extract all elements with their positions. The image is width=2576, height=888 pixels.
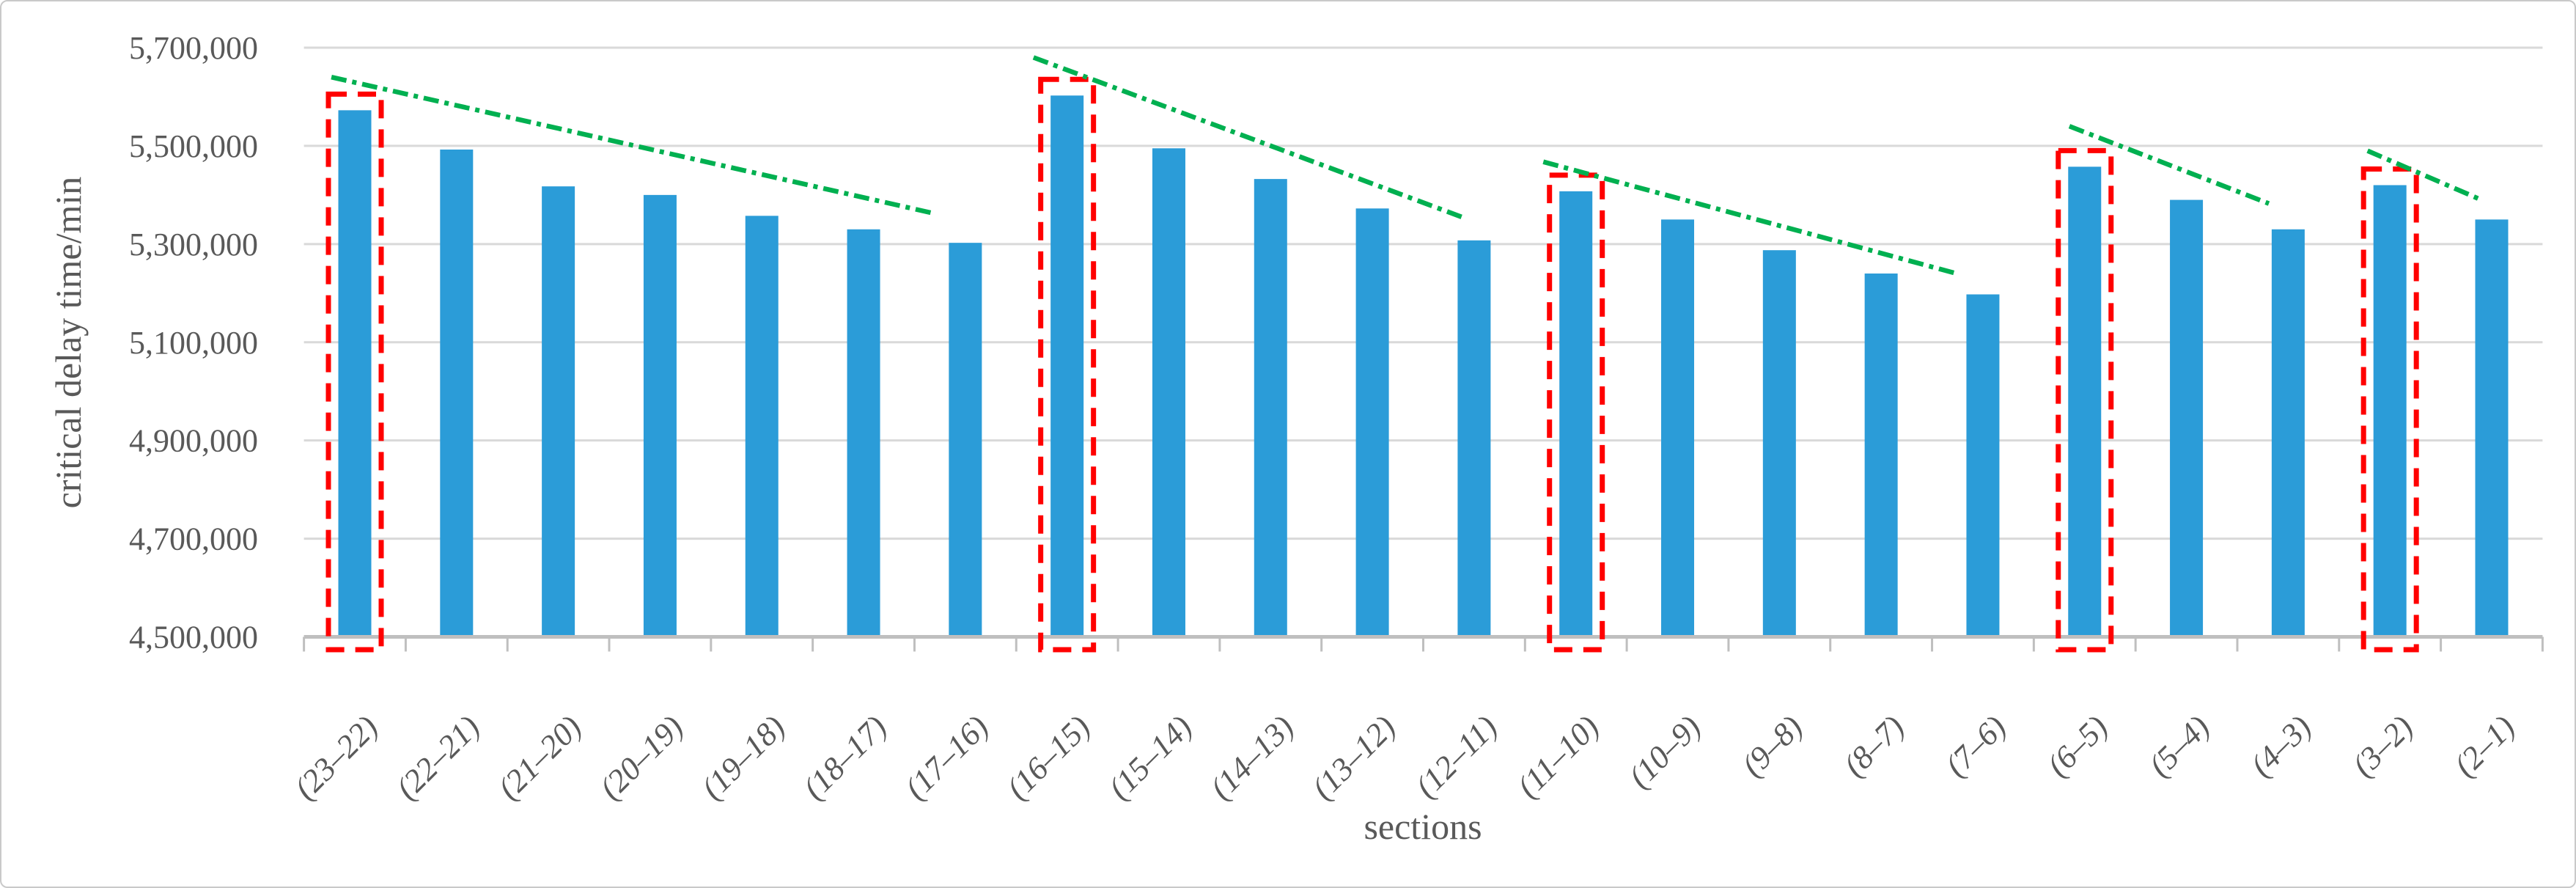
y-axis-title: critical delay time/min bbox=[48, 177, 89, 509]
y-tick-label: 4,700,000 bbox=[129, 521, 258, 557]
trend-line-segment bbox=[331, 75, 935, 216]
x-tick-label: (2–1) bbox=[2447, 708, 2522, 783]
bar-22-21 bbox=[440, 149, 474, 637]
bar-6-5 bbox=[2068, 166, 2102, 637]
y-tick-label: 4,900,000 bbox=[129, 423, 258, 459]
bar-4-3 bbox=[2271, 229, 2305, 637]
bar-21-20 bbox=[542, 186, 575, 637]
y-tick-label: 5,500,000 bbox=[129, 128, 258, 164]
bar-11-10 bbox=[1559, 191, 1593, 637]
bar-15-14 bbox=[1152, 148, 1185, 637]
bar-20-19 bbox=[643, 194, 677, 637]
bar-5-4 bbox=[2170, 199, 2204, 637]
x-tick-label: (23–22) bbox=[287, 708, 385, 806]
x-tick-labels: (23–22) (22–21) (21–20) (20–19) (19–18) (18–1… bbox=[287, 708, 2522, 806]
highlight-boxes bbox=[325, 76, 2419, 653]
highlight-box bbox=[2056, 147, 2114, 653]
bar-23-22 bbox=[338, 110, 372, 637]
x-tick-label: (20–19) bbox=[592, 708, 690, 806]
y-tick-label: 5,700,000 bbox=[129, 30, 258, 66]
bar-2-1 bbox=[2475, 219, 2509, 637]
x-tick-label: (7–6) bbox=[1938, 708, 2013, 783]
bars-group bbox=[338, 95, 2509, 637]
x-tick-label: (16–15) bbox=[1000, 708, 1097, 806]
bar-17-16 bbox=[949, 243, 982, 637]
bar-7-6 bbox=[1966, 294, 2000, 637]
x-tick-label: (9–8) bbox=[1734, 708, 1809, 783]
bar-8-7 bbox=[1864, 274, 1898, 637]
highlight-box bbox=[2360, 166, 2419, 653]
gridlines bbox=[303, 46, 2543, 540]
x-tick-label: (19–18) bbox=[694, 708, 792, 806]
bar-13-12 bbox=[1355, 208, 1389, 637]
bar-9-8 bbox=[1762, 250, 1796, 637]
bar-12-11 bbox=[1457, 240, 1491, 637]
x-tick-label: (10–9) bbox=[1622, 708, 1708, 795]
x-axis-title: sections bbox=[1364, 806, 1482, 847]
bar-14-13 bbox=[1254, 179, 1287, 637]
y-tick-label: 5,300,000 bbox=[129, 227, 258, 263]
bar-19-18 bbox=[745, 216, 779, 637]
bar-10-9 bbox=[1661, 219, 1695, 637]
trend-line-segment bbox=[1032, 55, 1463, 220]
x-tick-label: (11–10) bbox=[1510, 708, 1606, 804]
highlight-box bbox=[325, 91, 384, 653]
x-tick-label: (3–2) bbox=[2345, 708, 2420, 783]
x-tick-label: (12–11) bbox=[1408, 708, 1504, 804]
x-tick-label: (6–5) bbox=[2040, 708, 2115, 783]
y-tick-label: 4,500,000 bbox=[129, 620, 258, 656]
x-tick-label: (21–20) bbox=[491, 708, 589, 806]
highlight-box bbox=[1038, 76, 1097, 653]
x-tick-label: (5–4) bbox=[2142, 708, 2217, 783]
trend-lines bbox=[331, 55, 2480, 276]
x-tick-label: (13–12) bbox=[1305, 708, 1402, 806]
trend-line-segment bbox=[2366, 148, 2480, 201]
bar-3-2 bbox=[2373, 185, 2407, 637]
x-tick-label: (8–7) bbox=[1836, 708, 1911, 783]
x-tick-label: (22–21) bbox=[389, 708, 487, 806]
x-tick-label: (14–13) bbox=[1203, 708, 1300, 806]
trend-line-segment bbox=[2068, 124, 2270, 206]
y-tick-label: 5,100,000 bbox=[129, 325, 258, 361]
x-tick-label: (18–17) bbox=[796, 708, 894, 806]
x-tick-label: (15–14) bbox=[1101, 708, 1199, 806]
trend-line-segment bbox=[1542, 159, 1957, 276]
x-tick-label: (17–16) bbox=[898, 708, 996, 806]
x-tick-label: (4–3) bbox=[2243, 708, 2318, 783]
bar-16-15 bbox=[1050, 95, 1084, 637]
bar-18-17 bbox=[847, 229, 880, 637]
axes-group bbox=[303, 635, 2544, 652]
y-tick-labels: 4,500,000 4,700,000 4,900,000 5,100,000 5,30… bbox=[129, 30, 258, 656]
